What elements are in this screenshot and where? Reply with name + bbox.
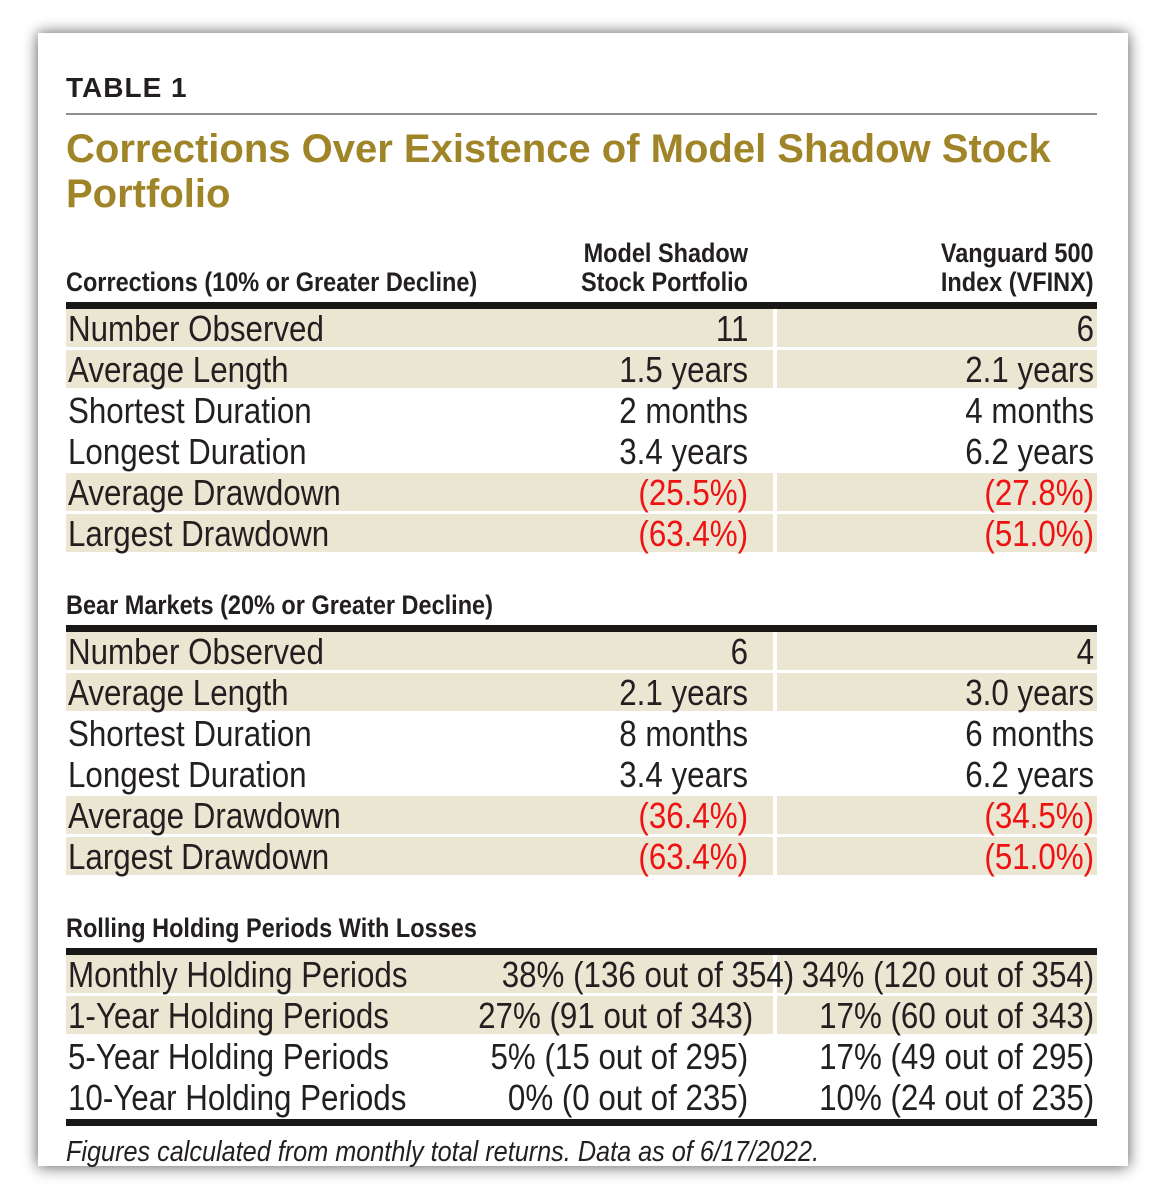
table-row: Shortest Duration 2 months 4 months (66, 389, 1097, 432)
table-row: 10-Year Holding Periods 0% (0 out of 235… (66, 1076, 1097, 1119)
column-header-model-shadow: Model Shadow Stock Portfolio (581, 239, 748, 297)
row-value-model-shadow: 2.1 years (619, 671, 748, 713)
row-value-model-shadow: (63.4%) (638, 512, 748, 554)
row-value-vanguard: 17% (60 out of 343) (818, 994, 1094, 1036)
row-label: Average Drawdown (68, 471, 341, 513)
row-value-vanguard: 6 (1076, 307, 1094, 349)
row-label: Shortest Duration (68, 389, 312, 431)
table-row: Number Observed 11 6 (66, 307, 1097, 350)
row-label: Average Length (68, 348, 289, 390)
row-label: 10-Year Holding Periods (68, 1076, 407, 1118)
row-value-model-shadow: 5% (15 out of 295) (490, 1035, 748, 1077)
footnote-text: Figures calculated from monthly total re… (66, 1136, 820, 1168)
row-value-model-shadow: (63.4%) (638, 835, 748, 877)
section-header-bear-markets: Bear Markets (20% or Greater Decline) (66, 591, 1097, 620)
row-label: Largest Drawdown (68, 835, 330, 877)
row-label: 1-Year Holding Periods (68, 994, 389, 1036)
table-card: TABLE 1 Corrections Over Existence of Mo… (38, 33, 1128, 1169)
row-value-vanguard: 6 months (965, 712, 1094, 754)
table-row: Longest Duration 3.4 years 6.2 years (66, 430, 1097, 473)
row-value-vanguard: 4 months (965, 389, 1094, 431)
row-value-vanguard: 6.2 years (965, 753, 1094, 795)
section-header-text: Rolling Holding Periods With Losses (66, 913, 477, 943)
footnote: Figures calculated from monthly total re… (66, 1135, 1097, 1169)
row-value-vanguard: (51.0%) (984, 835, 1094, 877)
row-value-model-shadow: (25.5%) (638, 471, 748, 513)
page-title: Corrections Over Existence of Model Shad… (66, 127, 1051, 216)
table-row: 1-Year Holding Periods 27% (91 out of 34… (66, 994, 1097, 1037)
row-label: Longest Duration (68, 753, 307, 795)
row-value-model-shadow: 6 (730, 630, 748, 672)
table-row: Monthly Holding Periods 38% (136 out of … (66, 953, 1097, 996)
row-value-model-shadow: 3.4 years (619, 753, 748, 795)
table-row: Average Length 1.5 years 2.1 years (66, 348, 1097, 391)
section-rows-rolling-periods: Monthly Holding Periods 38% (136 out of … (66, 953, 1097, 1119)
table-row: Number Observed 6 4 (66, 630, 1097, 673)
section-rule (66, 948, 1097, 955)
row-value-vanguard: 4 (1076, 630, 1094, 672)
row-label: Number Observed (68, 630, 324, 672)
row-label: Shortest Duration (68, 712, 312, 754)
row-value-model-shadow: 27% (91 out of 343) (478, 994, 754, 1036)
column-header-vanguard: Vanguard 500 Index (VFINX) (941, 239, 1094, 297)
section-rows-corrections: Number Observed 11 6 Average Length 1.5 … (66, 307, 1097, 555)
section-rule (66, 302, 1097, 309)
row-label: Average Length (68, 671, 289, 713)
row-value-vanguard: 17% (49 out of 295) (818, 1035, 1094, 1077)
table-row: Largest Drawdown (63.4%) (51.0%) (66, 512, 1097, 555)
row-label: Largest Drawdown (68, 512, 330, 554)
section-rule (66, 625, 1097, 632)
row-value-model-shadow: 3.4 years (619, 430, 748, 472)
column-header-line: Model Shadow (583, 238, 748, 268)
section-header-rolling-periods: Rolling Holding Periods With Losses (66, 914, 1097, 943)
table-row: Average Drawdown (36.4%) (34.5%) (66, 794, 1097, 837)
row-value-model-shadow: 11 (715, 307, 748, 349)
row-value-vanguard: 2.1 years (965, 348, 1094, 390)
column-header-line: Vanguard 500 (941, 238, 1094, 268)
row-value-model-shadow: 8 months (619, 712, 748, 754)
row-label: Average Drawdown (68, 794, 341, 836)
row-label: Monthly Holding Periods (68, 953, 408, 995)
row-label: Longest Duration (68, 430, 307, 472)
row-label: 5-Year Holding Periods (68, 1035, 389, 1077)
row-value-vanguard: 34% (120 out of 354) (801, 953, 1094, 995)
table-row: Average Drawdown (25.5%) (27.8%) (66, 471, 1097, 514)
section-header-corrections: Corrections (10% or Greater Decline) (66, 267, 478, 297)
table-number-label: TABLE 1 (66, 72, 188, 103)
row-value-vanguard: (27.8%) (984, 471, 1094, 513)
header-divider-rule (66, 113, 1097, 115)
row-value-vanguard: 3.0 years (965, 671, 1094, 713)
table-row: Shortest Duration 8 months 6 months (66, 712, 1097, 755)
row-value-vanguard: 10% (24 out of 235) (818, 1076, 1094, 1118)
column-header-row: Corrections (10% or Greater Decline) Mod… (66, 239, 1097, 297)
section-header-text: Bear Markets (20% or Greater Decline) (66, 590, 493, 620)
row-value-vanguard: 6.2 years (965, 430, 1094, 472)
row-value-model-shadow: 38% (136 out of 354) (501, 953, 795, 995)
row-label: Number Observed (68, 307, 324, 349)
section-rows-bear-markets: Number Observed 6 4 Average Length 2.1 y… (66, 630, 1097, 878)
column-header-line: Index (VFINX) (941, 267, 1094, 297)
row-value-model-shadow: 1.5 years (619, 348, 748, 390)
table-row: Average Length 2.1 years 3.0 years (66, 671, 1097, 714)
table-row: 5-Year Holding Periods 5% (15 out of 295… (66, 1035, 1097, 1078)
row-value-vanguard: (51.0%) (984, 512, 1094, 554)
table-bottom-rule (66, 1119, 1097, 1126)
table-row: Longest Duration 3.4 years 6.2 years (66, 753, 1097, 796)
table-row: Largest Drawdown (63.4%) (51.0%) (66, 835, 1097, 878)
row-value-vanguard: (34.5%) (984, 794, 1094, 836)
row-value-model-shadow: (36.4%) (638, 794, 748, 836)
row-value-model-shadow: 2 months (619, 389, 748, 431)
column-header-line: Stock Portfolio (580, 267, 748, 297)
row-value-model-shadow: 0% (0 out of 235) (507, 1076, 748, 1118)
